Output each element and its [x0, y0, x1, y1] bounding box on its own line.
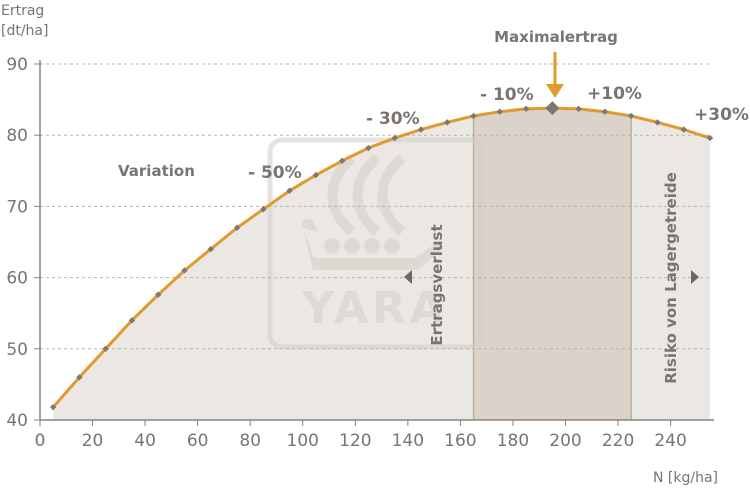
viking-ship-icon — [302, 218, 444, 270]
lagergetreide-label: Risiko von Lagergetreide — [662, 172, 680, 384]
x-tick-label: 140 — [392, 431, 424, 451]
axis-layer: 40 50 60 70 80 90 0 20 40 60 80 100 120 140 160 180 200 2… — [6, 55, 714, 451]
watermark-arcs — [327, 154, 406, 236]
x-tick-label: 60 — [187, 431, 209, 451]
data-point — [470, 112, 477, 120]
arrow-right-icon — [691, 270, 699, 284]
x-tick-label: 200 — [549, 431, 581, 451]
x-tick-label: 40 — [134, 431, 156, 451]
minus30-label: - 30% — [366, 109, 420, 129]
watermark-frame — [267, 137, 483, 350]
y-tick-label: 50 — [6, 340, 28, 360]
data-point — [391, 134, 398, 142]
y-tick-label: 40 — [6, 411, 28, 431]
y-axis-title-line2: [dt/ha] — [1, 23, 48, 39]
watermark-text: YARA — [301, 283, 448, 334]
data-point — [627, 112, 635, 120]
arrow-left-icon — [404, 270, 412, 284]
data-point — [575, 105, 582, 113]
yield-curve — [52, 106, 711, 409]
data-point — [654, 119, 661, 126]
x-tick-label: 220 — [602, 431, 634, 451]
data-point — [444, 119, 451, 126]
y-tick-label: 70 — [6, 197, 28, 217]
x-tick-label: 20 — [82, 431, 104, 451]
plus10-label: +10% — [587, 84, 642, 104]
data-point — [260, 206, 267, 213]
data-point — [338, 157, 346, 165]
data-point — [522, 105, 530, 113]
data-point — [706, 134, 714, 142]
x-tick-label: 100 — [287, 431, 319, 451]
optimum-zone — [473, 108, 632, 421]
y-tick-label: 90 — [6, 55, 28, 75]
y-axis-title-line1: Ertrag — [1, 3, 44, 19]
data-point — [286, 187, 293, 194]
data-point — [181, 267, 188, 274]
data-point — [49, 403, 57, 411]
x-axis-title: N [kg/ha] — [653, 470, 718, 486]
data-point — [496, 108, 504, 115]
minus50-label: - 50% — [248, 163, 302, 183]
data-point — [76, 374, 83, 381]
marker-layer — [49, 101, 714, 411]
y-tick-label: 60 — [6, 269, 28, 289]
y-tick-label: 80 — [6, 126, 28, 146]
data-point — [312, 171, 320, 179]
x-tick-label: 180 — [497, 431, 529, 451]
variation-label: Variation — [118, 162, 195, 180]
plus30-label: +30% — [694, 105, 749, 125]
data-point — [102, 345, 109, 352]
data-point — [233, 224, 241, 231]
data-point — [128, 317, 136, 324]
maximalertrag-label: Maximalertrag — [494, 28, 618, 46]
x-tick-label: 160 — [444, 431, 476, 451]
data-point — [601, 108, 609, 115]
max-arrow-icon — [546, 52, 564, 98]
x-tick-label: 120 — [339, 431, 371, 451]
x-tick-label: 240 — [654, 431, 686, 451]
data-point — [207, 245, 214, 253]
ertragsverlust-label: Ertragsverlust — [428, 224, 446, 345]
data-point — [155, 291, 162, 298]
x-tick-label: 0 — [35, 431, 46, 451]
x-tick-label: 80 — [239, 431, 261, 451]
data-point — [417, 126, 425, 133]
minus10-label: - 10% — [480, 85, 534, 105]
data-point — [365, 144, 372, 152]
yara-watermark: YARA — [267, 137, 483, 350]
max-point-marker — [545, 101, 560, 116]
data-point — [680, 126, 687, 133]
grid-layer — [40, 63, 710, 350]
